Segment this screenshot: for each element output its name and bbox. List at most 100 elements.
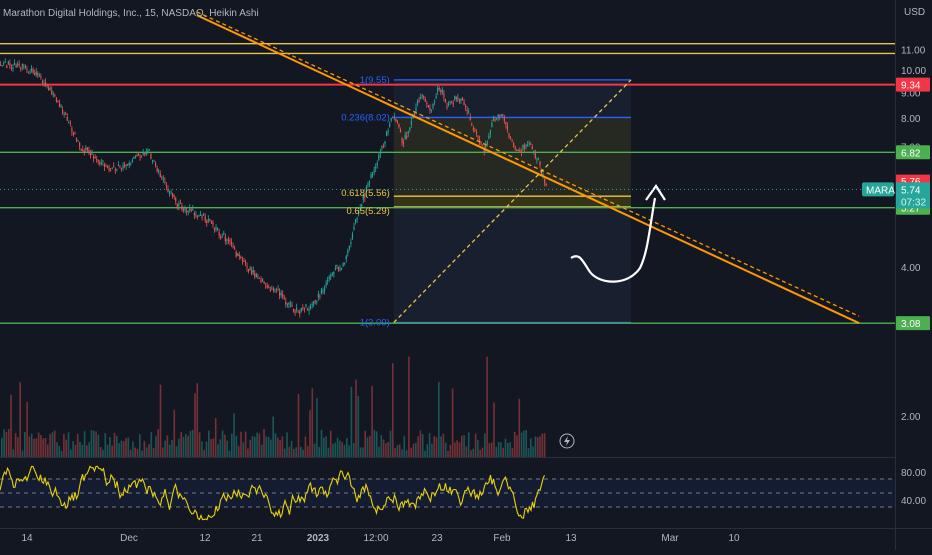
volume-bar [277, 437, 279, 457]
candle-body [178, 204, 180, 207]
volume-bar [274, 433, 277, 457]
candle-body [434, 101, 436, 103]
candle-body [168, 192, 171, 194]
volume-bar [244, 431, 247, 457]
volume-bar [26, 401, 28, 457]
candle-body [10, 67, 13, 69]
time-axis[interactable]: 14 Dec 12 21 2023 12:00 23 Feb 13 Mar 10 [21, 533, 740, 544]
candle-body [105, 165, 107, 167]
candle-body [313, 301, 315, 304]
candle-body [455, 97, 457, 100]
horizontal-levels[interactable] [0, 43, 895, 324]
candle-body [1, 65, 3, 67]
candle-body [196, 215, 199, 217]
level-badge[interactable] [896, 316, 930, 331]
candle-body [393, 115, 395, 118]
volume-bar [454, 442, 456, 457]
candle-body [187, 210, 189, 212]
volume-bar [74, 444, 77, 457]
volume-bar [541, 433, 544, 457]
volume-bar [226, 440, 228, 457]
volume-bar [281, 436, 284, 457]
candle-body [299, 311, 301, 314]
candle-body [418, 100, 420, 102]
candle-body [485, 144, 487, 148]
volume-bar [270, 439, 272, 457]
candle-body [319, 296, 321, 298]
volume-bar [467, 432, 470, 457]
volume-bar [51, 432, 54, 457]
candle-body [119, 165, 121, 167]
candle-body [375, 167, 377, 169]
volume-bar [371, 385, 373, 457]
volume-bar [442, 433, 445, 457]
volume-bar [435, 437, 438, 457]
candle-body [403, 142, 405, 145]
candle-body [176, 203, 178, 207]
candle-body [142, 152, 144, 155]
level-badge[interactable] [896, 145, 930, 160]
descending-trendline[interactable] [196, 14, 860, 325]
candle-body [310, 306, 312, 309]
trendlines[interactable] [196, 11, 860, 325]
parallel-trendline[interactable] [196, 11, 860, 317]
volume-bar [150, 432, 153, 457]
symbol-badge[interactable] [862, 182, 894, 197]
candle-body [404, 135, 406, 140]
projection-path[interactable] [570, 197, 657, 283]
candle-body [179, 203, 181, 205]
level-badge[interactable] [896, 77, 930, 92]
projection-arrowhead[interactable] [645, 184, 666, 201]
candle-body [517, 149, 519, 151]
candle-body [311, 304, 313, 306]
candle-body [491, 122, 493, 128]
candle-body [165, 185, 168, 187]
volume-bar [396, 445, 399, 457]
candle-body [251, 270, 253, 275]
candle-body [339, 268, 341, 270]
candle-body [345, 255, 347, 260]
candle-body [102, 160, 104, 162]
volume-bar [412, 443, 415, 457]
candle-body [65, 113, 67, 115]
candle-body [269, 289, 271, 291]
volume-bar [534, 436, 537, 457]
volume-bar [56, 442, 58, 457]
candle-body [71, 128, 73, 132]
volume-bar [203, 449, 205, 457]
candle-body [336, 265, 338, 267]
candle-body [232, 246, 234, 248]
candle-body [468, 111, 470, 113]
volume-bar [47, 444, 49, 457]
volume-bar [313, 443, 316, 457]
volume-bar [24, 432, 26, 457]
volume-bar [67, 432, 70, 457]
candle-body [274, 290, 276, 292]
volume-bar [155, 435, 157, 457]
candle-body [519, 149, 521, 153]
volume-bar [474, 433, 477, 457]
volume-bar [40, 435, 42, 457]
time-tick-label: 10 [728, 533, 740, 544]
candle-body [51, 90, 53, 95]
fib-diagonal[interactable] [393, 79, 632, 323]
candle-body [407, 131, 409, 134]
candle-body [494, 119, 496, 121]
candle-body [72, 133, 75, 135]
candle-body [23, 66, 25, 68]
candle-body [300, 308, 302, 312]
volume-bar [201, 441, 203, 457]
candle-body [463, 101, 465, 106]
candle-body [224, 236, 226, 242]
volume-bar [37, 432, 40, 457]
volume-bar [102, 449, 104, 457]
lightning-icon[interactable] [559, 433, 575, 449]
price-axis[interactable]: 11.0010.009.008.007.004.002.0080.0040.00… [0, 46, 930, 507]
candle-body [66, 116, 68, 121]
projection-arrow[interactable] [570, 184, 666, 283]
volume-bar [116, 435, 118, 457]
volume-bar [60, 450, 63, 457]
candle-body [89, 152, 92, 156]
fib-zone-mid [393, 117, 631, 197]
